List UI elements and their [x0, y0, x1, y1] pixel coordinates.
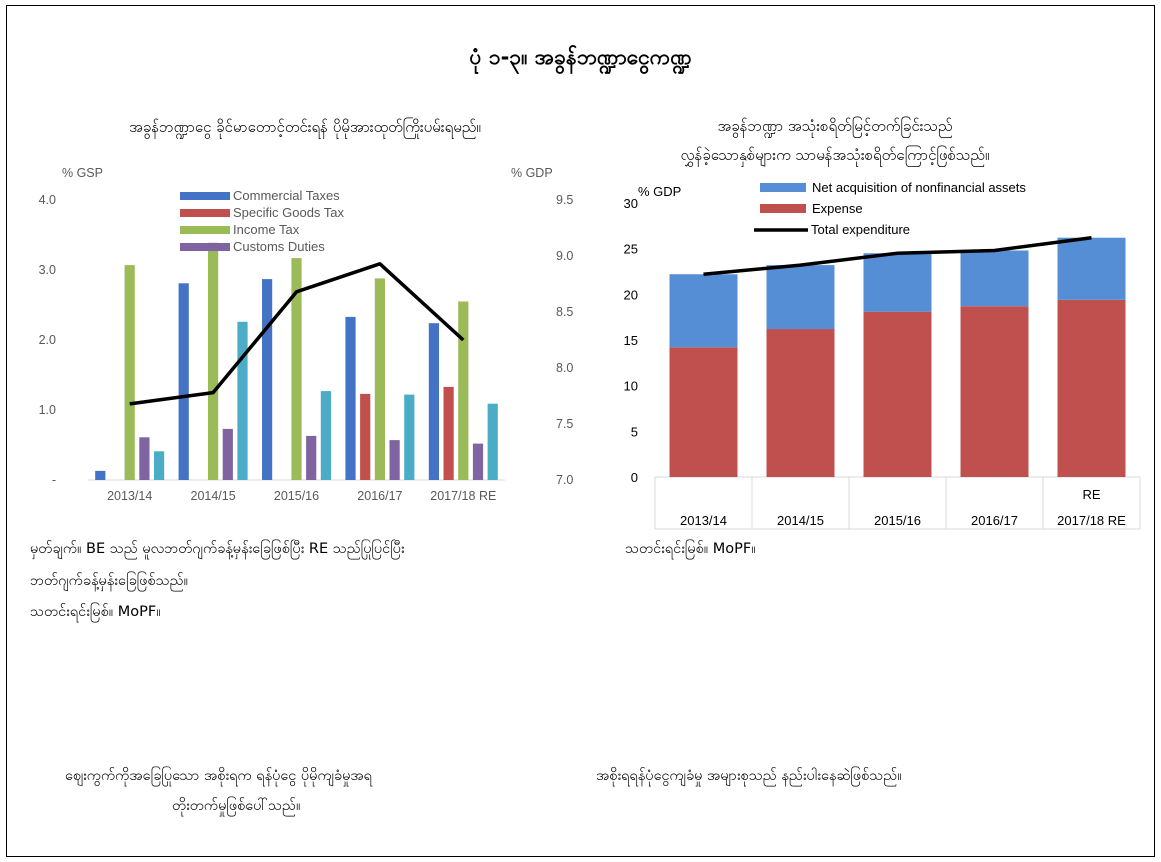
left-bar — [389, 440, 400, 480]
left-y-tick-label: 4.0 — [39, 193, 56, 207]
left-y2-tick-label: 7.0 — [556, 473, 573, 487]
left-bar — [154, 451, 165, 480]
right-y-tick-label: 25 — [624, 242, 638, 257]
left-y-tick-label: 3.0 — [39, 263, 56, 277]
right-stacked-bar-segment — [1057, 299, 1126, 477]
left-bar — [320, 391, 331, 480]
right-y-tick-label: 20 — [624, 287, 638, 302]
left-bar — [443, 386, 454, 480]
right-chart-subtitle-line-1: အခွန်ဘဏ္ဍာ အသုံးစရိတ်မြင့်တက်ခြင်းသည် — [717, 117, 953, 135]
left-x-tick-label: 2017/18 RE — [430, 489, 496, 503]
right-stacked-bar-segment — [766, 329, 835, 477]
right-stacked-bar-segment — [766, 265, 835, 330]
left-legend-label: Commercial Taxes — [233, 188, 340, 203]
right-legend-swatch — [760, 183, 806, 192]
right-stacked-bar-segment — [669, 274, 738, 348]
right-legend-label: Net acquisition of nonfinancial assets — [812, 180, 1026, 195]
left-bar — [291, 258, 302, 480]
right-stacked-bar-segment — [863, 253, 932, 312]
left-y-tick-label: - — [52, 473, 56, 487]
left-y2-tick-label: 8.0 — [556, 361, 573, 375]
left-bar — [262, 279, 273, 480]
left-note-line-1: မှတ်ချက်။ BE သည် မူလဘတ်ဂျက်ခန့်မှန်းခြေဖ… — [30, 541, 405, 557]
right-y-tick-label: 15 — [624, 333, 638, 348]
left-legend-label: Income Tax — [233, 222, 300, 237]
bottom-left-text-line-1: ဈေးကွက်ကိုအခြေပြုသော အစိုးရက ရန်ပုံငွေ ပ… — [65, 768, 372, 784]
right-note-source: သတင်းရင်းမြစ်။ MoPF။ — [625, 541, 756, 557]
figure-title: ပုံ ၁-၃။ အခွန်ဘဏ္ဍာငွေကဏ္ဍ — [469, 45, 692, 69]
right-x-tick-label: 2017/18 RE — [1057, 513, 1126, 528]
left-legend-swatch — [180, 192, 230, 200]
right-stacked-bar-segment — [1057, 237, 1126, 300]
left-chart-subtitle: အခွန်ဘဏ္ဍာငွေ ခိုင်မာတောင့်တင်းရန် ပိုမိ… — [129, 118, 481, 136]
right-x-tick-label: 2016/17 — [971, 513, 1018, 528]
left-x-tick-label: 2016/17 — [357, 489, 402, 503]
left-bar — [374, 278, 385, 480]
left-bar — [458, 301, 469, 480]
right-total-expenditure-line — [703, 235, 1092, 276]
right-legend-swatch — [760, 204, 806, 213]
right-legend-label: Total expenditure — [811, 222, 910, 237]
left-bar — [124, 265, 135, 480]
bottom-right-text: အစိုးရရန်ပုံငွေကျခံမှု အများစုသည် နည်းပါ… — [596, 768, 902, 784]
right-y-tick-label: 30 — [624, 196, 638, 211]
left-y2-tick-label: 8.5 — [556, 305, 573, 319]
left-bar — [139, 437, 150, 480]
right-y-axis-label: % GDP — [638, 184, 681, 199]
left-y-tick-label: 1.0 — [39, 403, 56, 417]
right-stacked-bar-segment — [863, 311, 932, 477]
left-bar — [208, 242, 219, 480]
left-y2-axis-label: % GDP — [511, 166, 553, 180]
left-bar — [95, 470, 106, 480]
left-bar — [360, 393, 371, 480]
right-y-tick-label: 5 — [631, 424, 638, 439]
right-chart-subtitle-line-2: လွှန်ခဲ့သောနှစ်များက သာမန်အသုံးစရိတ်ကြော… — [680, 146, 990, 164]
right-stacked-bar-segment — [960, 250, 1029, 307]
left-bar — [487, 403, 498, 480]
right-legend-label: Expense — [812, 201, 863, 216]
bottom-left-text-line-2: တိုးတက်မှုဖြစ်ပေါ်သည်။ — [172, 798, 301, 814]
left-bar — [222, 428, 233, 480]
left-line-series — [129, 262, 465, 406]
right-x-tick-label: 2013/14 — [680, 513, 727, 528]
left-legend-label: Customs Duties — [233, 239, 325, 254]
left-y2-tick-label: 9.5 — [556, 193, 573, 207]
right-x-tick-label: 2014/15 — [777, 513, 824, 528]
left-bar — [237, 321, 248, 480]
left-bar — [428, 323, 439, 480]
left-bar — [345, 316, 356, 480]
left-y2-tick-label: 9.0 — [556, 249, 573, 263]
left-legend-swatch — [180, 226, 230, 234]
left-legend-swatch — [180, 209, 230, 217]
left-y2-tick-label: 7.5 — [556, 417, 573, 431]
left-legend-swatch — [180, 243, 230, 251]
left-x-tick-label: 2014/15 — [191, 489, 236, 503]
left-legend-label: Specific Goods Tax — [233, 205, 345, 220]
figure-frame — [6, 5, 1155, 857]
left-y-tick-label: 2.0 — [39, 333, 56, 347]
left-note-source: သတင်းရင်းမြစ်။ MoPF။ — [30, 604, 161, 620]
left-bar — [178, 283, 189, 480]
right-x-tick-label: 2015/16 — [874, 513, 921, 528]
left-y-axis-label: % GSP — [62, 166, 103, 180]
left-x-tick-label: 2013/14 — [107, 489, 152, 503]
left-x-tick-label: 2015/16 — [274, 489, 319, 503]
left-bar — [306, 435, 317, 480]
left-bar — [472, 443, 484, 480]
left-note-line-2: ဘတ်ဂျက်ခန့်မှန်းခြေဖြစ်သည်။ — [30, 573, 189, 589]
right-stacked-bar-segment — [960, 306, 1029, 477]
right-stacked-bar-segment — [669, 347, 738, 477]
left-bar — [404, 394, 415, 480]
right-x-tick-top-label: RE — [1082, 487, 1100, 502]
right-y-tick-label: 10 — [624, 379, 638, 394]
right-y-tick-label: 0 — [631, 470, 638, 485]
